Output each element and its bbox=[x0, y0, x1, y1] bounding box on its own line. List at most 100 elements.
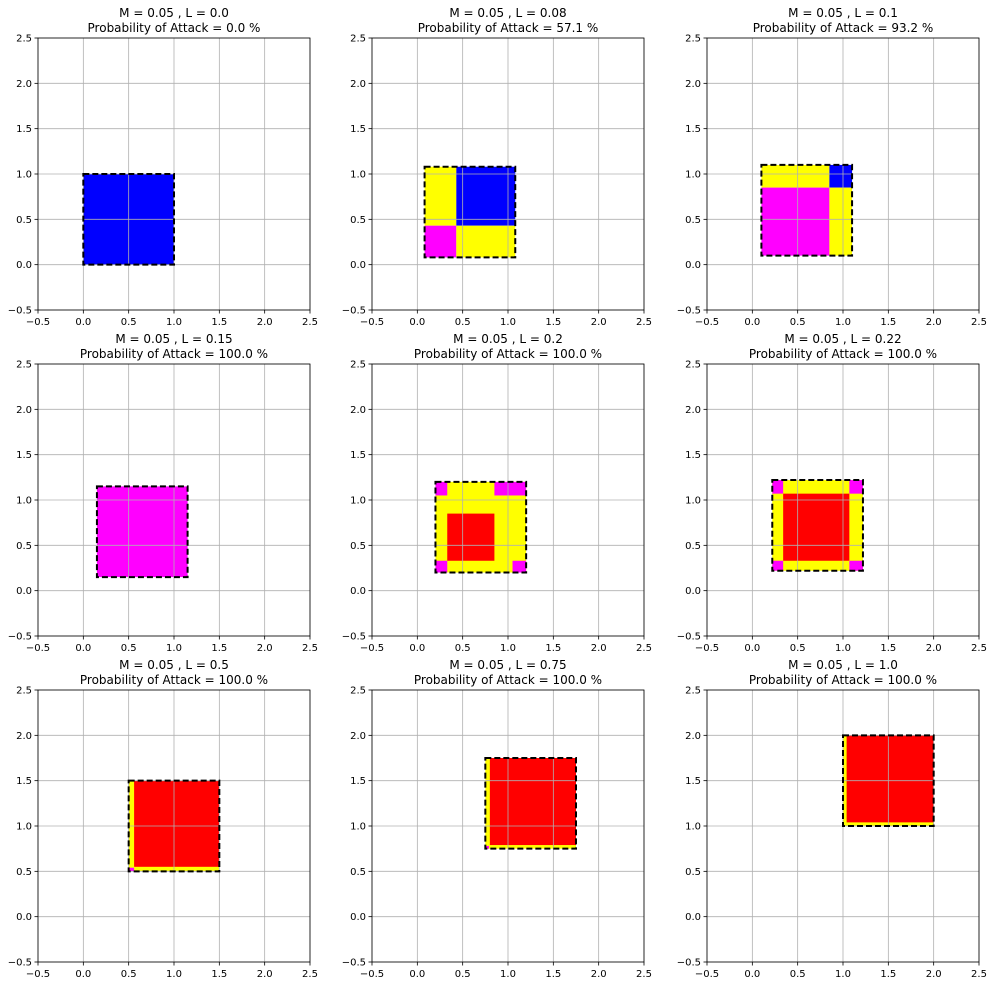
region-cell-2 bbox=[435, 560, 448, 573]
region-cell-2 bbox=[485, 845, 489, 849]
y-tick-label: 0.5 bbox=[16, 215, 32, 226]
subplot-title: M = 0.05 , L = 0.22 bbox=[784, 332, 901, 346]
x-tick-label: −0.5 bbox=[26, 317, 50, 328]
x-tick-label: 1.5 bbox=[880, 317, 896, 328]
subplot-subtitle: Probability of Attack = 100.0 % bbox=[749, 673, 937, 687]
y-tick-label: 1.0 bbox=[16, 170, 32, 181]
x-tick-label: 1.0 bbox=[166, 317, 182, 328]
y-tick-label: 0.5 bbox=[685, 215, 701, 226]
y-tick-label: 1.0 bbox=[685, 822, 701, 833]
y-tick-label: 0.5 bbox=[16, 541, 32, 552]
subplot-3: −0.5−0.5 0.0 0.0 0.5 0.5 1.0 1.0 1.5 1.5 2.0 2.0 2.… bbox=[677, 6, 987, 328]
y-tick-label: 2.0 bbox=[350, 79, 366, 90]
region-cell-3 bbox=[761, 187, 830, 256]
subplot-title: M = 0.05 , L = 0.15 bbox=[115, 332, 232, 346]
x-tick-label: 1.0 bbox=[835, 317, 851, 328]
x-tick-label: −0.5 bbox=[695, 643, 719, 654]
y-tick-label: 1.0 bbox=[16, 496, 32, 507]
x-tick-label: 0.5 bbox=[121, 969, 137, 980]
x-tick-label: 0.0 bbox=[75, 969, 91, 980]
y-tick-label: 0.0 bbox=[350, 912, 366, 923]
x-tick-label: 2.0 bbox=[257, 643, 273, 654]
y-tick-label: 0.0 bbox=[685, 260, 701, 271]
x-tick-label: 2.0 bbox=[926, 643, 942, 654]
x-tick-label: 2.5 bbox=[971, 317, 987, 328]
y-tick-label: 2.0 bbox=[350, 405, 366, 416]
region-cell-5 bbox=[849, 480, 863, 494]
x-tick-label: 1.5 bbox=[880, 643, 896, 654]
x-tick-label: 2.5 bbox=[302, 643, 318, 654]
x-tick-label: 1.5 bbox=[545, 643, 561, 654]
y-tick-label: 0.5 bbox=[685, 867, 701, 878]
y-tick-label: 1.5 bbox=[685, 124, 701, 135]
subplot-subtitle: Probability of Attack = 93.2 % bbox=[753, 21, 934, 35]
region-outline bbox=[82, 173, 175, 266]
y-tick-label: −0.5 bbox=[342, 958, 366, 969]
y-tick-label: 1.5 bbox=[350, 776, 366, 787]
y-tick-label: 1.0 bbox=[685, 170, 701, 181]
y-tick-label: 2.5 bbox=[16, 360, 32, 371]
x-tick-label: 0.0 bbox=[75, 317, 91, 328]
x-tick-label: 0.0 bbox=[744, 317, 760, 328]
x-tick-label: 0.0 bbox=[75, 643, 91, 654]
region-cell-1 bbox=[761, 164, 830, 188]
subplot-7: −0.5−0.5 0.0 0.0 0.5 0.5 1.0 1.0 1.5 1.5 2.0 2.0 2.… bbox=[8, 658, 318, 980]
y-tick-label: 0.0 bbox=[16, 912, 32, 923]
subplot-8: −0.5−0.5 0.0 0.0 0.5 0.5 1.0 1.0 1.5 1.5 2.0 2.0 2.… bbox=[342, 658, 652, 980]
subplot-subtitle: Probability of Attack = 100.0 % bbox=[80, 347, 268, 361]
region-outline bbox=[434, 480, 528, 574]
y-tick-label: 0.5 bbox=[685, 541, 701, 552]
x-tick-label: 1.0 bbox=[500, 317, 516, 328]
region-cell-3 bbox=[424, 225, 457, 258]
y-tick-label: 1.5 bbox=[350, 124, 366, 135]
subplot-subtitle: Probability of Attack = 100.0 % bbox=[414, 673, 602, 687]
x-tick-label: 2.0 bbox=[591, 643, 607, 654]
y-tick-label: 0.0 bbox=[685, 912, 701, 923]
y-tick-label: −0.5 bbox=[342, 632, 366, 643]
region-cell-4 bbox=[456, 225, 516, 258]
y-tick-label: 2.0 bbox=[16, 731, 32, 742]
y-tick-label: 1.0 bbox=[350, 170, 366, 181]
y-tick-label: 1.0 bbox=[350, 822, 366, 833]
x-tick-label: 2.0 bbox=[257, 969, 273, 980]
subplot-title: M = 0.05 , L = 1.0 bbox=[788, 658, 898, 672]
y-tick-label: 2.0 bbox=[685, 405, 701, 416]
x-tick-label: 1.0 bbox=[500, 969, 516, 980]
region-outline bbox=[760, 163, 854, 257]
subplot-5: −0.5−0.5 0.0 0.0 0.5 0.5 1.0 1.0 1.5 1.5 2.0 2.0 2.… bbox=[342, 332, 652, 654]
y-tick-label: 1.0 bbox=[16, 822, 32, 833]
y-tick-label: 2.5 bbox=[16, 686, 32, 697]
x-tick-label: 1.0 bbox=[835, 643, 851, 654]
region-cell-3 bbox=[849, 560, 863, 571]
region-cell-2 bbox=[846, 735, 934, 823]
x-tick-label: 2.5 bbox=[302, 969, 318, 980]
x-tick-label: 0.5 bbox=[790, 317, 806, 328]
subplot-title: M = 0.05 , L = 0.08 bbox=[449, 6, 566, 20]
region-outline bbox=[127, 779, 221, 873]
y-tick-label: 1.5 bbox=[685, 450, 701, 461]
subplot-subtitle: Probability of Attack = 57.1 % bbox=[418, 21, 599, 35]
x-tick-label: 1.5 bbox=[545, 969, 561, 980]
region-cell-4 bbox=[829, 187, 853, 256]
region-cell-1 bbox=[96, 486, 188, 578]
y-tick-label: 2.5 bbox=[350, 360, 366, 371]
y-tick-label: 0.0 bbox=[350, 586, 366, 597]
x-tick-label: 1.0 bbox=[835, 969, 851, 980]
region-outline bbox=[771, 479, 864, 572]
subplot-subtitle: Probability of Attack = 100.0 % bbox=[80, 673, 268, 687]
x-tick-label: 2.0 bbox=[926, 969, 942, 980]
subplot-title: M = 0.05 , L = 0.1 bbox=[788, 6, 898, 20]
subplot-6: −0.5−0.5 0.0 0.0 0.5 0.5 1.0 1.0 1.5 1.5 2.0 2.0 2.… bbox=[677, 332, 987, 654]
x-tick-label: 0.0 bbox=[409, 969, 425, 980]
x-tick-label: 0.0 bbox=[409, 643, 425, 654]
x-tick-label: 0.0 bbox=[744, 969, 760, 980]
subplot-1: −0.5−0.5 0.0 0.0 0.5 0.5 1.0 1.0 1.5 1.5 2.0 2.0 2.… bbox=[8, 6, 318, 328]
y-tick-label: 0.5 bbox=[350, 215, 366, 226]
y-tick-label: 1.5 bbox=[16, 776, 32, 787]
region-cell-6 bbox=[447, 513, 495, 561]
x-tick-label: 2.5 bbox=[636, 643, 652, 654]
x-tick-label: 1.0 bbox=[500, 643, 516, 654]
x-tick-label: 1.5 bbox=[211, 643, 227, 654]
x-tick-label: −0.5 bbox=[360, 643, 384, 654]
